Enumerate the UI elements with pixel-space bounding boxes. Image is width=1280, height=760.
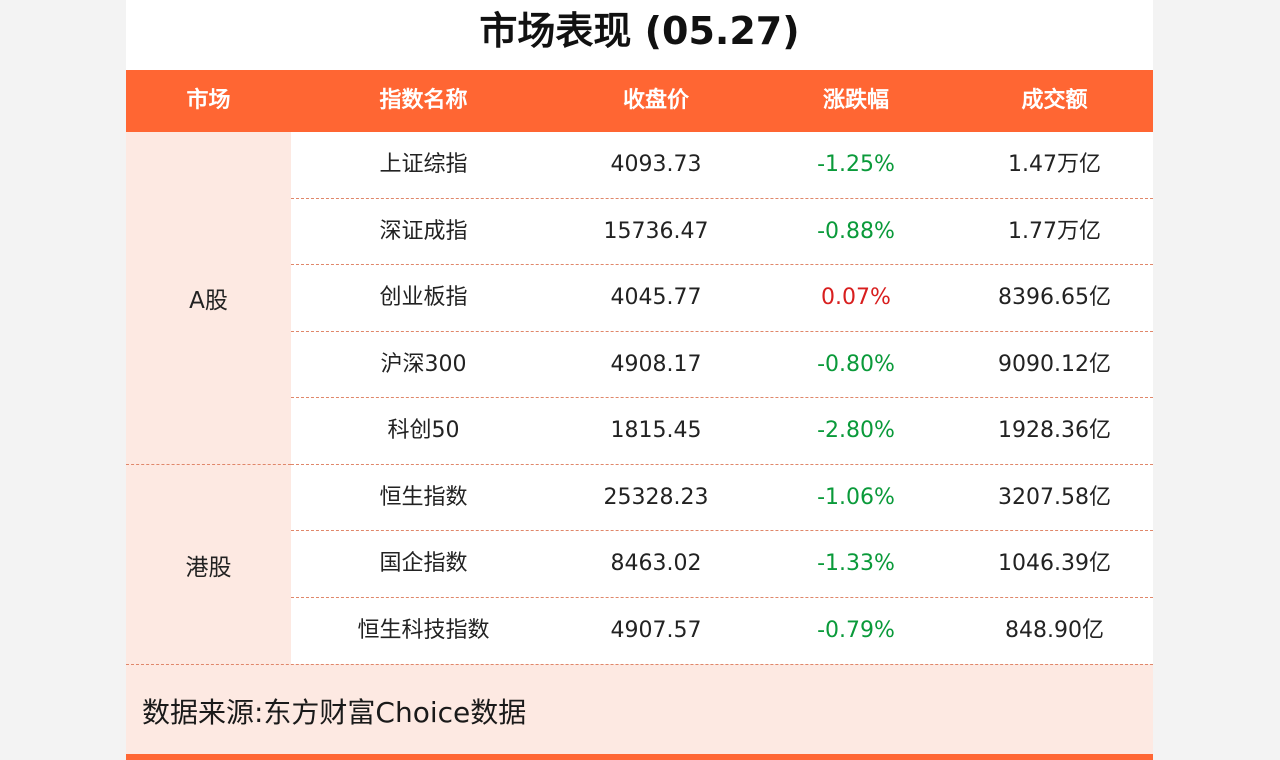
turnover: 1046.39亿 (998, 551, 1111, 576)
change-pct: 0.07% (821, 285, 891, 310)
close-price: 4908.17 (610, 352, 702, 377)
change-pct: -0.80% (817, 352, 895, 377)
table-row: 深证成指 15736.47 -0.88% 1.77万亿 (291, 198, 1153, 264)
change-pct: -1.25% (817, 152, 895, 177)
table-row: 国企指数 8463.02 -1.33% 1046.39亿 (291, 530, 1153, 596)
header-turnover: 成交额 (1021, 88, 1088, 113)
turnover: 1928.36亿 (998, 418, 1111, 443)
header-close-price: 收盘价 (622, 88, 689, 113)
table-row: 上证综指 4093.73 -1.25% 1.47万亿 (291, 132, 1153, 198)
turnover: 848.90亿 (1005, 618, 1104, 643)
turnover: 3207.58亿 (998, 485, 1111, 510)
market-cell-hk-shares: 港股 (126, 464, 291, 664)
close-price: 25328.23 (603, 485, 709, 510)
change-pct: -1.06% (817, 485, 895, 510)
turnover: 1.77万亿 (1008, 219, 1101, 244)
source-footer: 数据来源:东方财富Choice数据 (126, 664, 1153, 760)
market-cell-a-shares: A股 (126, 132, 291, 464)
change-pct: -0.88% (817, 219, 895, 244)
index-name: 恒生指数 (379, 485, 468, 510)
close-price: 4045.77 (610, 285, 702, 310)
header-index-name: 指数名称 (379, 88, 468, 113)
change-pct: -2.80% (817, 418, 895, 443)
close-price: 4907.57 (610, 618, 702, 643)
index-name: 上证综指 (379, 152, 468, 177)
change-pct: -1.33% (817, 551, 895, 576)
header-market: 市场 (186, 88, 231, 113)
index-name: 深证成指 (379, 219, 468, 244)
index-name: 科创50 (387, 418, 460, 443)
index-name: 沪深300 (380, 352, 467, 377)
market-label: 港股 (185, 554, 232, 581)
footer-accent-bar (126, 754, 1153, 760)
turnover: 8396.65亿 (998, 285, 1111, 310)
market-label: A股 (189, 288, 228, 314)
market-performance-card: 市场表现 (05.27) 市场 指数名称 收盘价 涨跌幅 成交额 A股 港股 上… (126, 0, 1153, 760)
index-name: 创业板指 (379, 285, 468, 310)
header-change-pct: 涨跌幅 (822, 88, 889, 113)
table-row: 恒生指数 25328.23 -1.06% 3207.58亿 (291, 464, 1153, 530)
table-row: 科创50 1815.45 -2.80% 1928.36亿 (291, 397, 1153, 463)
change-pct: -0.79% (817, 618, 895, 643)
data-source-note: 数据来源:东方财富Choice数据 (142, 696, 527, 729)
table-row: 创业板指 4045.77 0.07% 8396.65亿 (291, 264, 1153, 330)
table-row: 沪深300 4908.17 -0.80% 9090.12亿 (291, 331, 1153, 397)
page-title: 市场表现 (05.27) (479, 9, 800, 53)
close-price: 4093.73 (610, 152, 702, 177)
index-name: 国企指数 (379, 551, 468, 576)
close-price: 1815.45 (610, 418, 702, 443)
index-name: 恒生科技指数 (357, 618, 490, 643)
close-price: 15736.47 (603, 219, 709, 244)
turnover: 9090.12亿 (998, 352, 1111, 377)
table-header: 市场 指数名称 收盘价 涨跌幅 成交额 (126, 70, 1153, 132)
close-price: 8463.02 (610, 551, 702, 576)
turnover: 1.47万亿 (1008, 152, 1101, 177)
table-row: 恒生科技指数 4907.57 -0.79% 848.90亿 (291, 597, 1153, 663)
